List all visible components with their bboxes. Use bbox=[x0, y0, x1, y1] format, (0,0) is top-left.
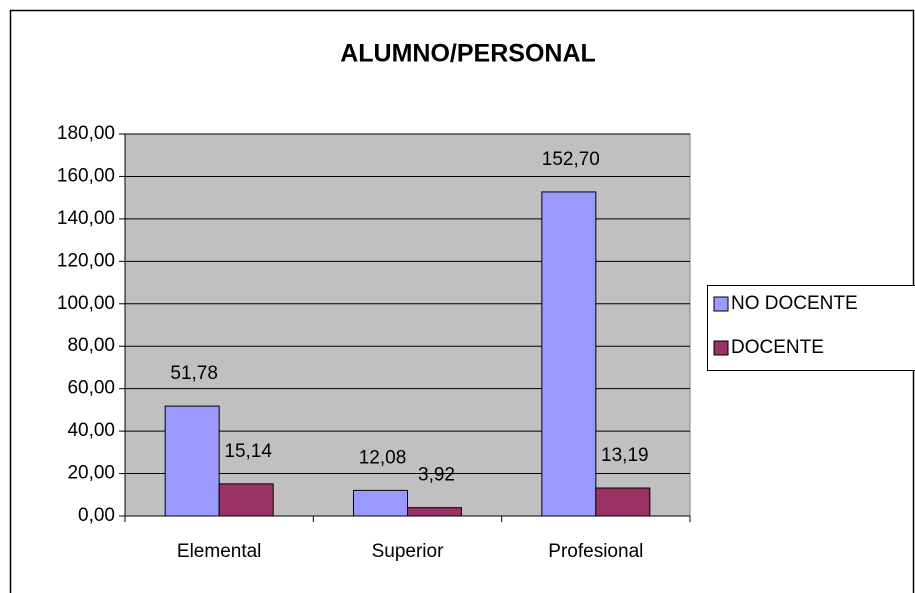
x-tick-label: Profesional bbox=[548, 541, 643, 562]
data-label: 51,78 bbox=[170, 363, 218, 384]
chart-title: ALUMNO/PERSONAL bbox=[340, 40, 596, 68]
x-tick-label: Superior bbox=[372, 541, 444, 562]
bar bbox=[353, 489, 408, 517]
data-label: 152,70 bbox=[542, 149, 600, 170]
y-tick-label: 60,00 bbox=[67, 378, 115, 399]
y-tick-label: 120,00 bbox=[57, 250, 115, 271]
bar bbox=[541, 191, 597, 517]
data-label: 3,92 bbox=[418, 465, 455, 486]
legend-label: NO DOCENTE bbox=[731, 293, 858, 314]
bar bbox=[218, 483, 274, 517]
bar bbox=[164, 405, 220, 517]
y-tick-label: 180,00 bbox=[57, 123, 115, 144]
y-tick-label: 0,00 bbox=[78, 505, 115, 526]
data-label: 12,08 bbox=[359, 447, 407, 468]
y-tick-label: 20,00 bbox=[67, 463, 115, 484]
y-tick-label: 100,00 bbox=[57, 293, 115, 314]
y-tick-label: 140,00 bbox=[57, 208, 115, 229]
bar bbox=[407, 507, 462, 517]
legend bbox=[707, 285, 915, 371]
legend-label: DOCENTE bbox=[731, 337, 824, 358]
y-tick-label: 160,00 bbox=[57, 165, 115, 186]
y-tick-label: 80,00 bbox=[67, 335, 115, 356]
data-label: 13,19 bbox=[601, 445, 649, 466]
bar bbox=[595, 487, 651, 517]
legend-swatch bbox=[713, 296, 729, 312]
y-tick-label: 40,00 bbox=[67, 420, 115, 441]
legend-swatch bbox=[713, 340, 729, 356]
x-tick-label: Elemental bbox=[177, 541, 262, 562]
data-label: 15,14 bbox=[224, 441, 272, 462]
